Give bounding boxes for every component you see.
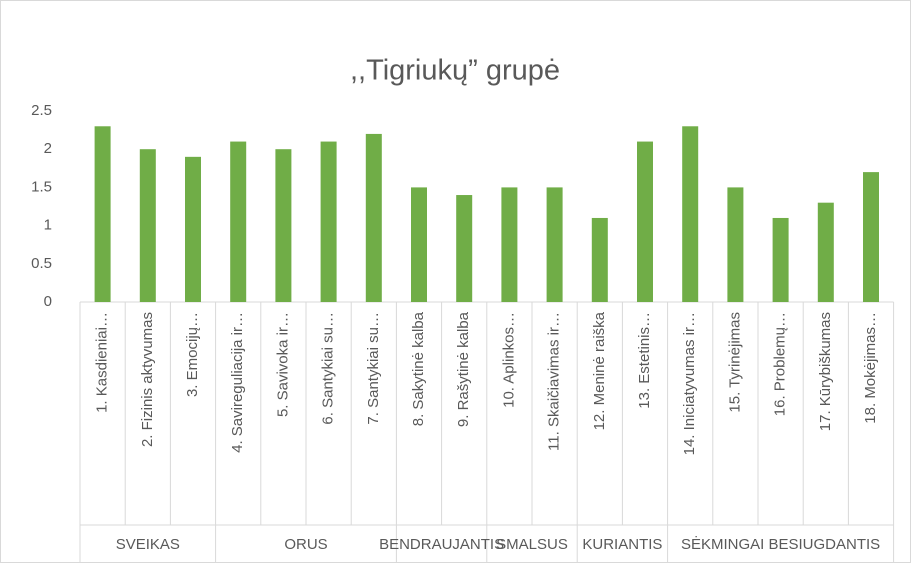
- x-tick-label: 4. Savireguliacija ir…: [229, 312, 246, 453]
- x-tick-label: 11. Skaičiavimas ir…: [546, 312, 563, 451]
- x-tick-label: 3. Emocijų…: [184, 312, 201, 397]
- bar: [94, 126, 111, 302]
- y-tick-label: 1.5: [31, 178, 52, 195]
- x-tick-label: 17. Kūrybiškumas: [817, 312, 834, 431]
- x-tick-label: 6. Santykiai su…: [320, 312, 337, 425]
- y-tick-label: 0: [44, 293, 52, 310]
- y-tick-label: 2: [44, 140, 52, 157]
- bar: [139, 149, 156, 302]
- bar: [411, 187, 427, 302]
- chart-title: ,,Tigriukų” grupė: [350, 55, 560, 87]
- bar: [365, 133, 382, 302]
- bar: [320, 141, 337, 302]
- x-tick-label: 14. Iniciatyvumas ir…: [681, 312, 698, 455]
- bar: [863, 172, 879, 302]
- bar: [546, 187, 563, 302]
- x-tick-label: 13. Estetinis…: [636, 312, 653, 409]
- group-label: SMALSUS: [496, 536, 568, 553]
- y-tick-label: 1: [44, 217, 52, 234]
- x-tick-label: 1. Kasdieniai…: [94, 312, 111, 413]
- x-tick-label: 5. Savivoka ir…: [274, 312, 291, 417]
- bar: [185, 156, 201, 302]
- x-tick-label: 10. Aplinkos…: [500, 312, 517, 408]
- bar: [727, 187, 744, 302]
- bar: [456, 195, 473, 302]
- group-label: SĖKMINGAI BESIUGDANTIS: [681, 535, 880, 553]
- x-tick-label: 15. Tyrinėjimas: [726, 312, 743, 413]
- group-label: BENDRAUJANTIS: [379, 536, 504, 553]
- x-tick-label: 2. Fizinis aktyvumas: [139, 312, 156, 447]
- x-tick-label: 12. Meninė raiška: [591, 311, 608, 430]
- bar: [817, 202, 834, 302]
- bar: [772, 217, 789, 302]
- x-tick-label: 7. Santykiai su…: [365, 312, 382, 425]
- x-tick-label: 16. Problemų…: [772, 312, 789, 416]
- group-label: KURIANTIS: [582, 536, 662, 553]
- group-label: ORUS: [284, 536, 327, 553]
- group-label: SVEIKAS: [116, 536, 180, 553]
- bar: [591, 217, 608, 302]
- bar: [501, 187, 518, 302]
- bar: [637, 141, 653, 302]
- bar: [230, 141, 247, 302]
- bar: [682, 126, 699, 302]
- y-tick-label: 0.5: [31, 255, 52, 272]
- bar: [275, 149, 292, 302]
- x-tick-label: 9. Rašytinė kalba: [455, 311, 472, 427]
- x-tick-label: 8. Sakytinė kalba: [410, 311, 427, 426]
- x-tick-label: 18. Mokėjimas…: [862, 312, 879, 424]
- y-tick-label: 2.5: [31, 102, 52, 119]
